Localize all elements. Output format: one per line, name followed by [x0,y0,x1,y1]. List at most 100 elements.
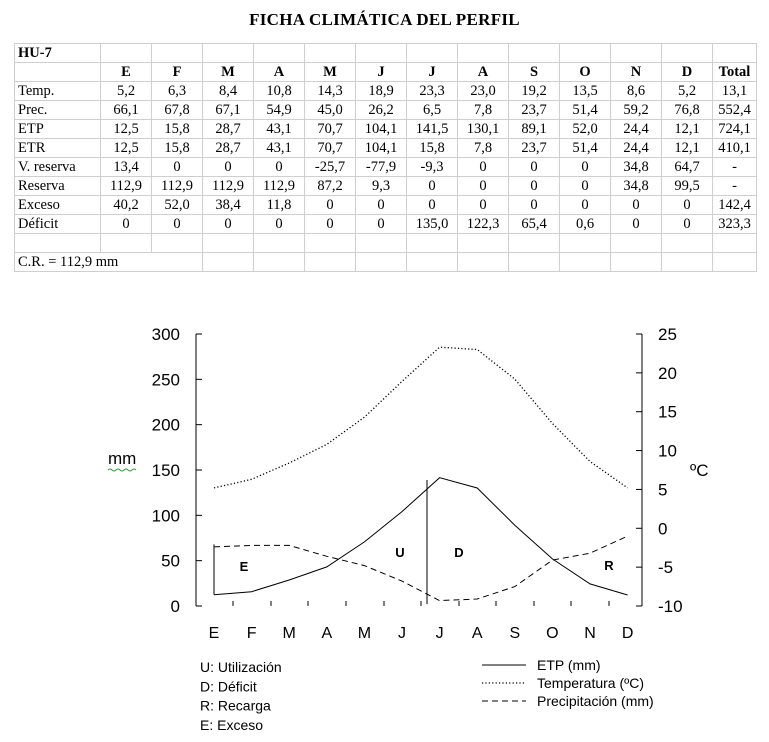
right-axis-tick-label: 15 [658,403,677,422]
right-axis-tick-label: 20 [658,364,677,383]
region-label-recarga: R [604,558,614,573]
legend-region-item: R: Recarga [200,698,271,714]
month-label: M [283,625,296,642]
table-cell: 12,1 [661,119,713,139]
table-cell: -25,7 [304,157,356,177]
region-label-utilizacion: U [395,545,404,560]
right-axis-label: ºC [690,461,709,480]
table-cell: 24,4 [610,138,662,158]
table-cell: 135,0 [406,214,458,234]
legend-series-label: Precipitación (mm) [537,693,654,709]
right-axis-tick-label: -5 [658,558,673,577]
table-cell: 12,1 [661,138,713,158]
table-cell: 112,9 [202,176,254,196]
row-label: Temp. [14,81,101,101]
month-label: E [209,625,220,642]
table-cell: 38,4 [202,195,254,215]
row-total: 552,4 [712,100,757,120]
table-cell: 15,8 [151,119,203,139]
table-note-row: C.R. = 112,9 mm [14,252,757,272]
row-total: 13,1 [712,81,757,101]
chart-axes: 0 50 100 150 200 250 300 -10 -5 0 5 10 15 20 25 E F M A M J J… [107,325,709,642]
month-label: N [584,625,596,642]
row-total: 323,3 [712,214,757,234]
row-total: 410,1 [712,138,757,158]
chart-regions: EU DR [213,479,614,605]
table-cell: 8,4 [202,81,254,101]
table-cell: 23,7 [508,100,560,120]
table-header-row: E F M A M J J A S O N D Total [14,62,757,82]
region-label-exceso: E [240,559,249,574]
left-axis-tick-label: 250 [152,370,180,389]
table-cell: 66,1 [100,100,152,120]
right-axis-tick-label: 10 [658,442,677,461]
month-label: A [321,625,332,642]
month-header: M [202,62,254,82]
series-line [213,535,628,602]
month-label: F [247,625,257,642]
table-cell: 9,3 [355,176,407,196]
row-total: 724,1 [712,119,757,139]
table-cell: -9,3 [406,157,458,177]
table-cell: 15,8 [406,138,458,158]
right-axis-tick-label: 25 [658,325,677,344]
table-cell: 5,2 [100,81,152,101]
right-axis-tick-label: 0 [658,519,667,538]
legend-series-label: Temperatura (ºC) [537,675,644,691]
table-cell: 64,7 [661,157,713,177]
chart-legend: U: Utilización D: Déficit R: Recarga E: Exc… [200,657,654,733]
table-cell: 104,1 [355,138,407,158]
right-axis-tick-label: 5 [658,480,667,499]
left-axis-tick-label: 200 [152,416,180,435]
table-row: Prec. 66,1 67,8 67,1 54,9 45,0 26,2 6,5 7,8 23,7 5… [14,100,757,120]
month-label: S [509,625,520,642]
table-cell: 104,1 [355,119,407,139]
page-title: FICHA CLIMÁTICA DEL PERFIL [249,10,520,29]
table-row: Temp. 5,2 6,3 8,4 10,8 14,3 18,9 23,3 23,0 19,2 13… [14,81,757,101]
month-label: J [436,625,444,642]
table-cell: 11,8 [253,195,305,215]
row-total: - [712,157,757,177]
month-label: D [622,625,634,642]
chart-series [213,346,628,602]
table-cell: 12,5 [100,138,152,158]
retention-capacity-note: C.R. = 112,9 mm [14,252,203,272]
table-cell: 13,4 [100,157,152,177]
left-axis-label: mm [108,449,136,468]
left-axis-tick-label: 300 [152,325,180,344]
spellcheck-underline [107,468,137,472]
month-label: A [472,625,483,642]
table-id-row: HU-7 [14,43,757,63]
left-axis-tick-label: 100 [152,506,180,525]
table-cell: 40,2 [100,195,152,215]
table-cell: 7,8 [457,100,509,120]
left-axis-tick-label: 50 [161,552,180,571]
table-row: ETR 12,5 15,8 28,7 43,1 70,7 104,1 15,8 7,8 23,7 5… [14,138,757,158]
table-cell: 23,7 [508,138,560,158]
empty-cell [712,252,757,272]
left-axis-tick-label: 0 [171,597,180,616]
table-cell: 45,0 [304,100,356,120]
row-label: Déficit [14,214,101,234]
table-cell: 6,5 [406,100,458,120]
table-cell: 28,7 [202,138,254,158]
table-cell: 12,5 [100,119,152,139]
series-line [213,346,628,489]
series-line [213,477,628,596]
month-label: M [358,625,371,642]
left-axis-tick-label: 150 [152,461,180,480]
month-label: O [546,625,558,642]
legend-series-label: ETP (mm) [537,657,601,673]
month-label: J [398,625,406,642]
table-cell: 24,4 [610,119,662,139]
right-axis-tick-label: -10 [658,597,683,616]
region-label-deficit: D [454,545,463,560]
table-empty-row [14,233,757,253]
legend-region-item: D: Déficit [200,678,257,694]
legend-region-item: U: Utilización [200,659,282,675]
legend-region-item: E: Exceso [200,717,263,733]
climate-table: HU-7 E F M A M J J A S O N D Total Temp. 5,2 6,3 8,4 10,8 1… [14,43,757,272]
row-label: V. reserva [14,157,101,177]
table-cell: 18,9 [355,81,407,101]
